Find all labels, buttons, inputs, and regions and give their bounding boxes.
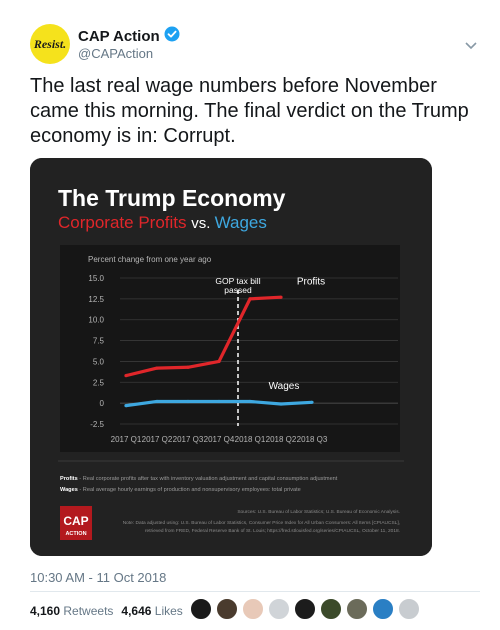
y-tick-label: 0 xyxy=(100,399,105,408)
liker-avatar[interactable] xyxy=(372,598,394,620)
x-tick-label: 2017 Q1 xyxy=(111,435,142,444)
y-tick-label: 5.0 xyxy=(93,357,105,366)
account-name[interactable]: CAP Action xyxy=(78,27,160,45)
note-line1: Note: Data adjusted using: U.S. Bureau o… xyxy=(123,520,400,526)
note-sources: Sources: U.S. Bureau of Labor Statistics… xyxy=(237,509,400,515)
data-point-profits xyxy=(217,359,221,364)
avatar[interactable]: Resist. xyxy=(30,24,70,64)
liker-avatar[interactable] xyxy=(242,598,264,620)
data-point-wages xyxy=(248,399,252,404)
y-tick-label: 15.0 xyxy=(88,274,104,283)
cap-action-logo: CAP ACTION xyxy=(60,506,92,540)
tweet-header: Resist. CAP Action @CAPAction xyxy=(0,0,500,70)
x-tick-label: 2017 Q4 xyxy=(204,435,235,444)
chart: The Trump Economy Corporate Profits vs. … xyxy=(30,158,432,556)
logo-line1: CAP xyxy=(63,514,88,528)
plot-panel xyxy=(60,245,400,452)
subtitle-profits: Corporate Profits xyxy=(58,213,187,232)
liker-avatar[interactable] xyxy=(346,598,368,620)
like-count: 4,646 xyxy=(121,604,152,618)
x-tick-label: 2018 Q3 xyxy=(297,435,328,444)
x-tick-label: 2018 Q2 xyxy=(266,435,297,444)
retweet-count: 4,160 xyxy=(30,604,61,618)
series-label-profits: Profits xyxy=(297,277,325,288)
annotation-line2: passed xyxy=(224,285,252,295)
y-tick-label: 10.0 xyxy=(88,316,104,325)
data-point-wages xyxy=(155,399,159,404)
liker-avatar[interactable] xyxy=(190,598,212,620)
series-label-wages: Wages xyxy=(269,381,300,392)
chart-title: The Trump Economy xyxy=(58,185,286,211)
x-tick-label: 2017 Q2 xyxy=(142,435,173,444)
data-point-profits xyxy=(155,366,159,370)
likes-stat[interactable]: 4,646 Likes xyxy=(121,604,182,618)
data-point-profits xyxy=(124,374,128,378)
data-point-wages xyxy=(310,400,314,404)
verified-badge-icon xyxy=(164,26,180,46)
y-tick-label: 2.5 xyxy=(93,378,105,387)
retweets-label: Retweets xyxy=(63,604,114,618)
x-tick-label: 2017 Q3 xyxy=(173,435,204,444)
chart-image-card[interactable]: The Trump Economy Corporate Profits vs. … xyxy=(30,158,432,556)
liker-avatar[interactable] xyxy=(294,598,316,620)
account-name-row[interactable]: CAP Action xyxy=(78,26,180,46)
y-axis-label: Percent change from one year ago xyxy=(88,255,212,264)
data-point-profits xyxy=(186,365,190,369)
liker-avatar[interactable] xyxy=(268,598,290,620)
x-tick-label: 2018 Q1 xyxy=(235,435,266,444)
data-point-wages xyxy=(186,399,190,404)
note-line2: retrieved from FRED, Federal Reserve Ban… xyxy=(145,528,400,534)
data-point-wages xyxy=(217,399,221,404)
data-point-wages xyxy=(279,402,283,406)
data-point-profits xyxy=(279,295,283,299)
liker-avatar[interactable] xyxy=(216,598,238,620)
data-point-profits xyxy=(248,297,252,301)
annotation-line1: GOP tax bill xyxy=(215,276,260,286)
data-point-wages xyxy=(124,404,128,408)
subtitle-vs: vs. xyxy=(191,215,214,232)
account-handle[interactable]: @CAPAction xyxy=(78,46,154,61)
series-line-profits xyxy=(125,295,282,378)
liker-avatar[interactable] xyxy=(320,598,342,620)
avatar-text: Resist. xyxy=(33,36,67,51)
y-tick-label: 12.5 xyxy=(88,295,104,304)
liker-avatar[interactable] xyxy=(398,598,420,620)
chevron-down-icon[interactable] xyxy=(464,38,478,56)
subtitle-wages: Wages xyxy=(215,213,267,232)
tweet-stats: 4,160 Retweets 4,646 Likes xyxy=(30,604,183,618)
y-tick-label: -2.5 xyxy=(90,420,104,429)
tweet-timestamp[interactable]: 10:30 AM - 11 Oct 2018 xyxy=(30,570,167,585)
liker-avatars xyxy=(190,598,424,620)
likes-label: Likes xyxy=(154,604,183,618)
chart-subtitle: Corporate Profits vs. Wages xyxy=(58,213,267,232)
logo-line2: ACTION xyxy=(65,531,86,537)
note-profits: Profits - Real corporate profits after t… xyxy=(60,476,338,482)
tweet-text: The last real wage numbers before Novemb… xyxy=(30,75,469,147)
note-wages: Wages - Real average hourly earnings of … xyxy=(60,487,301,493)
retweets-stat[interactable]: 4,160 Retweets xyxy=(30,604,113,618)
divider xyxy=(30,591,480,592)
y-tick-label: 7.5 xyxy=(93,337,105,346)
